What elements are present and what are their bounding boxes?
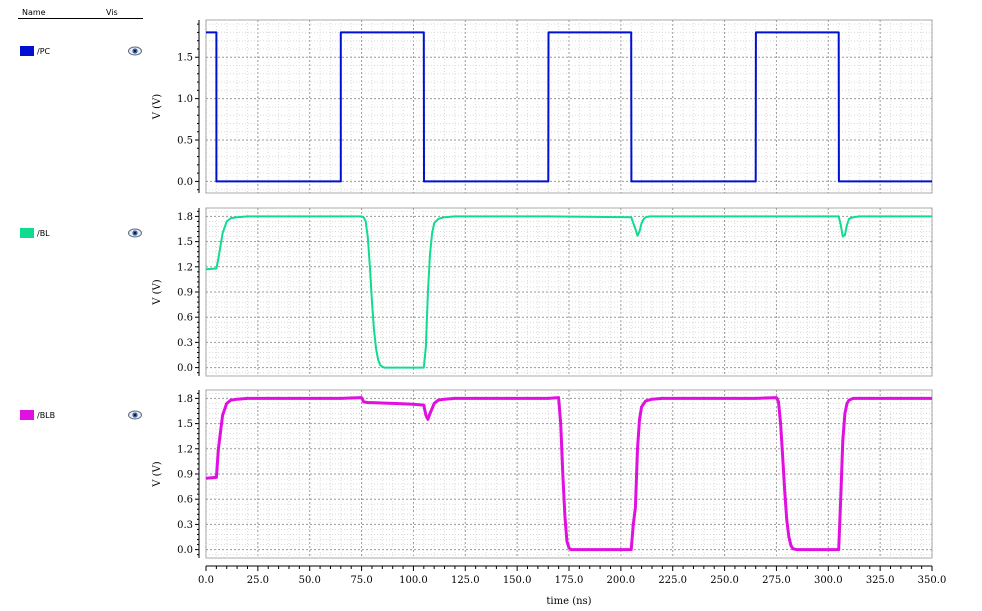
x-tick-label: 50.0 [299, 575, 321, 586]
x-tick-label: 250.0 [710, 575, 739, 586]
y-tick-label: 0.5 [177, 136, 193, 147]
x-tick-label: 0.0 [198, 575, 214, 586]
y-tick-label: 0.9 [177, 288, 193, 299]
x-tick-label: 175.0 [555, 575, 584, 586]
y-tick-label: 0.0 [177, 177, 193, 188]
y-tick-label: 0.0 [177, 545, 193, 556]
y-tick-label: 1.5 [177, 419, 193, 430]
y-tick-label: 1.8 [177, 394, 193, 405]
eye-icon[interactable] [128, 227, 142, 239]
x-tick-label: 200.0 [607, 575, 636, 586]
x-tick-label: 75.0 [350, 575, 372, 586]
x-tick-label: 300.0 [814, 575, 843, 586]
pc-signal-label: /PC [37, 47, 51, 56]
blb-signal-label: /BLB [37, 411, 56, 420]
signal-legend: Name Vis /PC /BL /BLB [0, 0, 150, 611]
y-axis-label: V (V) [152, 279, 163, 306]
x-tick-label: 275.0 [762, 575, 791, 586]
y-tick-label: 1.2 [177, 262, 193, 273]
y-tick-label: 0.3 [177, 338, 193, 349]
x-tick-label: 25.0 [247, 575, 269, 586]
x-tick-label: 325.0 [866, 575, 895, 586]
y-tick-label: 0.6 [177, 313, 193, 324]
x-tick-label: 150.0 [503, 575, 532, 586]
panel-2: 0.0 0.3 0.6 0.9 1.2 1.5 1.8 V (V) [152, 207, 933, 377]
bl-signal-label: /BL [37, 229, 50, 238]
eye-icon[interactable] [128, 409, 142, 421]
y-tick-label: 1.5 [177, 53, 193, 64]
x-axis: 0.0 25.0 50.0 75.0 100.0 125.0 150.0 175.0 200.0… [198, 565, 947, 607]
y-axis-label: V (V) [152, 94, 163, 121]
x-tick-label: 350.0 [918, 575, 947, 586]
y-axis-label: V (V) [152, 461, 163, 488]
x-tick-label: 125.0 [451, 575, 480, 586]
y-tick-label: 1.5 [177, 237, 193, 248]
series-line-pc [206, 31, 932, 183]
x-tick-label: 225.0 [658, 575, 687, 586]
y-tick-label: 0.9 [177, 470, 193, 481]
series-line-bl [205, 215, 932, 369]
panel-1: 0.0 0.5 1.0 1.5 V (V) [152, 19, 933, 194]
series-line-blb [205, 396, 932, 552]
y-tick-label: 0.3 [177, 520, 193, 531]
pc-color-swatch [20, 46, 34, 56]
x-axis-label: time (ns) [546, 596, 591, 607]
blb-color-swatch [20, 410, 34, 420]
y-tick-label: 1.8 [177, 212, 193, 223]
x-tick-label: 100.0 [399, 575, 428, 586]
y-tick-label: 1.0 [177, 94, 193, 105]
y-tick-label: 0.0 [177, 363, 193, 374]
panel-3: 0.0 0.3 0.6 0.9 1.2 1.5 1.8 V (V) [152, 389, 933, 559]
eye-icon[interactable] [128, 45, 142, 57]
y-tick-label: 0.6 [177, 495, 193, 506]
header-divider [18, 18, 143, 19]
y-tick-label: 1.2 [177, 444, 193, 455]
bl-color-swatch [20, 228, 34, 238]
vis-column-header: Vis [106, 8, 118, 17]
name-column-header: Name [22, 8, 46, 17]
